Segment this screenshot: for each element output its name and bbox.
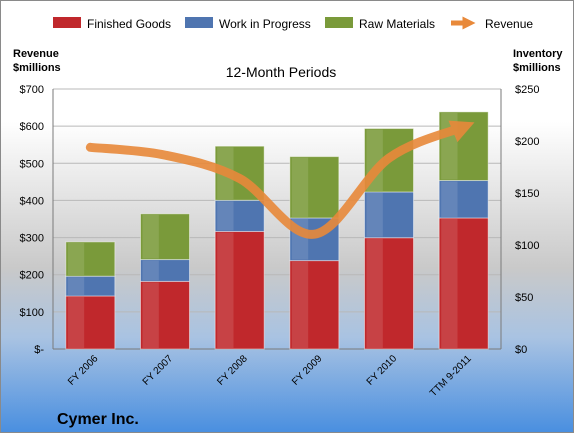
right-tick-label: $0 (515, 344, 527, 356)
left-tick-label: $600 (20, 121, 44, 133)
left-tick-label: $500 (20, 158, 44, 170)
right-axis-ticks: $0 $50 $100 $150 $200 $250 (515, 84, 539, 356)
gridlines (52, 88, 502, 350)
right-axis-title-line1: Inventory (513, 48, 563, 60)
bar-segment-finished-goods (364, 237, 414, 350)
bar-segment-finished-goods (65, 295, 116, 350)
bar-highlight (142, 260, 159, 281)
left-tick-label: $300 (20, 233, 44, 245)
right-axis-title-line2: $millions (513, 62, 561, 74)
x-tick-label: FY 2007 (141, 353, 176, 388)
left-axis-title-line1: Revenue (13, 48, 59, 60)
bar-segment-work-in-progress (364, 191, 414, 239)
x-tick-label: FY 2006 (66, 353, 101, 388)
bar-segment-raw-materials (289, 156, 340, 219)
x-tick-label: FY 2010 (365, 353, 400, 388)
right-tick-label: $50 (515, 292, 533, 304)
legend-label-raw-materials: Raw Materials (359, 17, 435, 31)
legend-swatch-raw-materials (325, 17, 353, 28)
bar-highlight (441, 218, 458, 348)
legend-swatch-work-in-progress (185, 17, 213, 28)
bar-segment-finished-goods (140, 280, 190, 350)
bar-highlight (441, 181, 458, 217)
revenue-series (85, 120, 475, 239)
bar-highlight (441, 112, 458, 180)
left-tick-label: $100 (20, 307, 44, 319)
left-axis-title-line2: $millions (13, 62, 61, 74)
bar-segment-raw-materials (65, 241, 116, 277)
bar-segment-finished-goods (214, 230, 265, 350)
chart-subtitle: 12-Month Periods (226, 64, 337, 80)
x-axis-ticks: FY 2006 FY 2007 FY 2008 FY 2009 FY 2010 TTM 9… (66, 353, 474, 399)
x-tick-label: TTM 9-2011 (428, 353, 474, 399)
left-tick-label: $700 (20, 84, 44, 96)
left-axis-ticks: $- $100 $200 $300 $400 $500 $600 $700 (20, 84, 45, 356)
bar-highlight (291, 261, 309, 348)
bar-segment-work-in-progress (214, 199, 265, 232)
right-tick-label: $150 (515, 188, 539, 200)
bar-highlight (217, 201, 234, 231)
company-name: Cymer Inc. (57, 411, 139, 428)
legend-label-finished-goods: Finished Goods (87, 17, 171, 31)
bar-highlight (67, 242, 85, 276)
bar-highlight (366, 238, 383, 348)
bar-highlight (142, 214, 159, 259)
bar-highlight (366, 192, 383, 237)
x-tick-label: FY 2009 (290, 353, 325, 388)
right-tick-label: $250 (515, 84, 539, 96)
bar-highlight (142, 282, 159, 348)
legend-label-revenue: Revenue (485, 17, 533, 31)
bar-segment-raw-materials (140, 213, 190, 261)
bar-highlight (217, 232, 234, 348)
left-tick-label: $- (34, 344, 44, 356)
right-tick-label: $200 (515, 136, 539, 148)
bar-segment-finished-goods (289, 260, 340, 350)
legend-label-work-in-progress: Work in Progress (219, 17, 311, 31)
left-tick-label: $400 (20, 195, 44, 207)
bar-segment-work-in-progress (438, 180, 489, 219)
left-tick-label: $200 (20, 270, 44, 282)
bar-highlight (67, 277, 85, 295)
x-tick-label: FY 2008 (215, 353, 250, 388)
legend: Finished Goods Work in Progress Raw Mate… (53, 16, 533, 31)
legend-swatch-finished-goods (53, 17, 81, 28)
bar-highlight (67, 296, 85, 348)
bar-highlight (291, 157, 309, 217)
right-tick-label: $100 (515, 240, 539, 252)
